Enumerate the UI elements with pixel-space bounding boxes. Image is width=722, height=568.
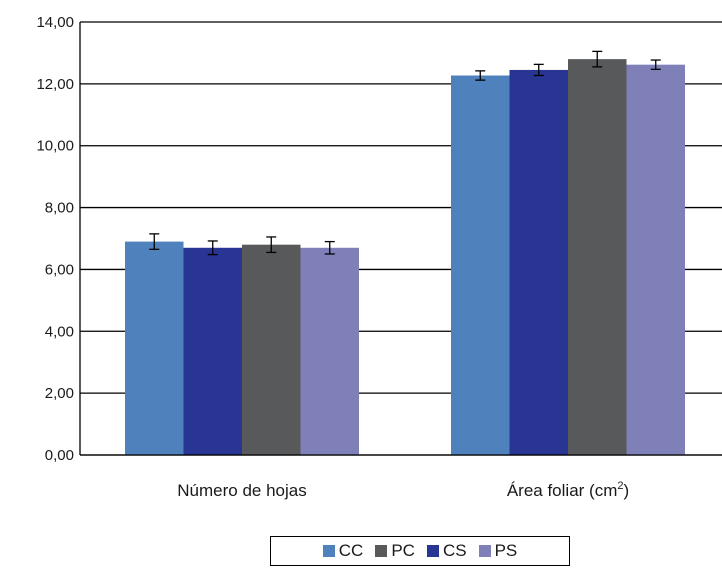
legend-label: CS: [442, 541, 467, 560]
legend-label: CC: [338, 541, 364, 560]
bar-chart: 0,00 2,00 4,00 6,00 8,00 10,00 12,00 14,00 Númer…: [36, 14, 722, 500]
y-tick-label: 8,00: [45, 200, 74, 217]
legend-swatch: [375, 545, 388, 557]
legend-label: PC: [391, 541, 415, 560]
legend-swatch: [426, 545, 439, 557]
legend-item-cs: CS: [426, 541, 467, 561]
bar-pc: [242, 244, 301, 455]
legend-item-ps: PS: [478, 541, 518, 561]
bar-cs: [183, 247, 242, 455]
legend-item-cc: CC: [322, 541, 364, 561]
y-tick-label: 0,00: [45, 447, 74, 464]
legend-label: PS: [494, 541, 518, 560]
legend-swatch: [478, 545, 491, 557]
legend-swatch: [322, 545, 335, 557]
y-tick-label: 12,00: [36, 76, 74, 93]
legend: CC PC CS PS: [270, 536, 570, 566]
bar-cc: [451, 75, 510, 455]
bar-ps: [300, 247, 359, 455]
y-tick-label: 2,00: [45, 385, 74, 402]
y-tick-label: 14,00: [36, 14, 74, 31]
x-category-label: Área foliar (cm2): [507, 480, 629, 500]
bar-cc: [125, 241, 184, 455]
y-tick-label: 6,00: [45, 261, 74, 278]
y-tick-label: 4,00: [45, 323, 74, 340]
bar-ps: [626, 64, 685, 455]
x-category-label: Número de hojas: [177, 481, 306, 500]
bar-cs: [509, 69, 568, 456]
y-tick-label: 10,00: [36, 138, 74, 155]
bar-pc: [568, 59, 627, 455]
legend-item-pc: PC: [375, 541, 415, 561]
